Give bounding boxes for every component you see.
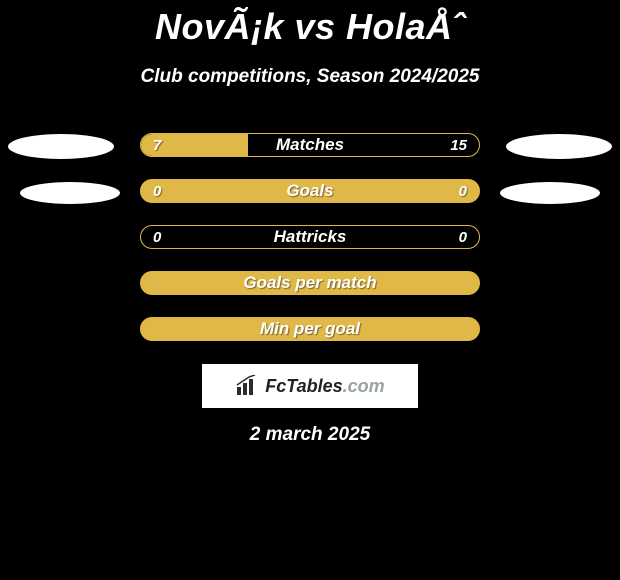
bar-goals: 0 Goals 0 bbox=[140, 179, 480, 203]
row-goals-per-match: Goals per match bbox=[0, 260, 620, 306]
mpg-label: Min per goal bbox=[260, 319, 360, 339]
hattricks-label: Hattricks bbox=[274, 227, 347, 247]
player-left-marker bbox=[20, 182, 120, 204]
bar-goals-per-match: Goals per match bbox=[140, 271, 480, 295]
row-hattricks: 0 Hattricks 0 bbox=[0, 214, 620, 260]
brand-logo[interactable]: FcTables.com bbox=[202, 364, 418, 408]
brand-text-main: FcTables bbox=[265, 376, 342, 396]
row-min-per-goal: Min per goal bbox=[0, 306, 620, 352]
player-right-marker bbox=[506, 134, 612, 159]
comparison-widget: NovÃ¡k vs HolaÅˆ Club competitions, Seas… bbox=[0, 6, 620, 446]
matches-label: Matches bbox=[276, 135, 344, 155]
player-right-marker bbox=[500, 182, 600, 204]
chart-icon bbox=[235, 375, 261, 397]
matches-left-value: 7 bbox=[153, 137, 161, 154]
bar-min-per-goal: Min per goal bbox=[140, 317, 480, 341]
hattricks-right-value: 0 bbox=[459, 229, 467, 246]
bar-hattricks: 0 Hattricks 0 bbox=[140, 225, 480, 249]
gpm-label: Goals per match bbox=[243, 273, 376, 293]
bar-matches: 7 Matches 15 bbox=[140, 133, 480, 157]
brand-text-suffix: .com bbox=[343, 376, 385, 396]
brand-text: FcTables.com bbox=[265, 376, 384, 397]
row-goals: 0 Goals 0 bbox=[0, 168, 620, 214]
brand-logo-inner: FcTables.com bbox=[235, 375, 384, 397]
page-title: NovÃ¡k vs HolaÅˆ bbox=[0, 6, 620, 48]
goals-left-value: 0 bbox=[153, 183, 161, 200]
goals-right-value: 0 bbox=[459, 183, 467, 200]
row-matches: 7 Matches 15 bbox=[0, 122, 620, 168]
player-left-marker bbox=[8, 134, 114, 159]
subtitle: Club competitions, Season 2024/2025 bbox=[0, 66, 620, 88]
goals-label: Goals bbox=[286, 181, 333, 201]
matches-right-value: 15 bbox=[450, 137, 467, 154]
date-text: 2 march 2025 bbox=[0, 424, 620, 446]
hattricks-left-value: 0 bbox=[153, 229, 161, 246]
